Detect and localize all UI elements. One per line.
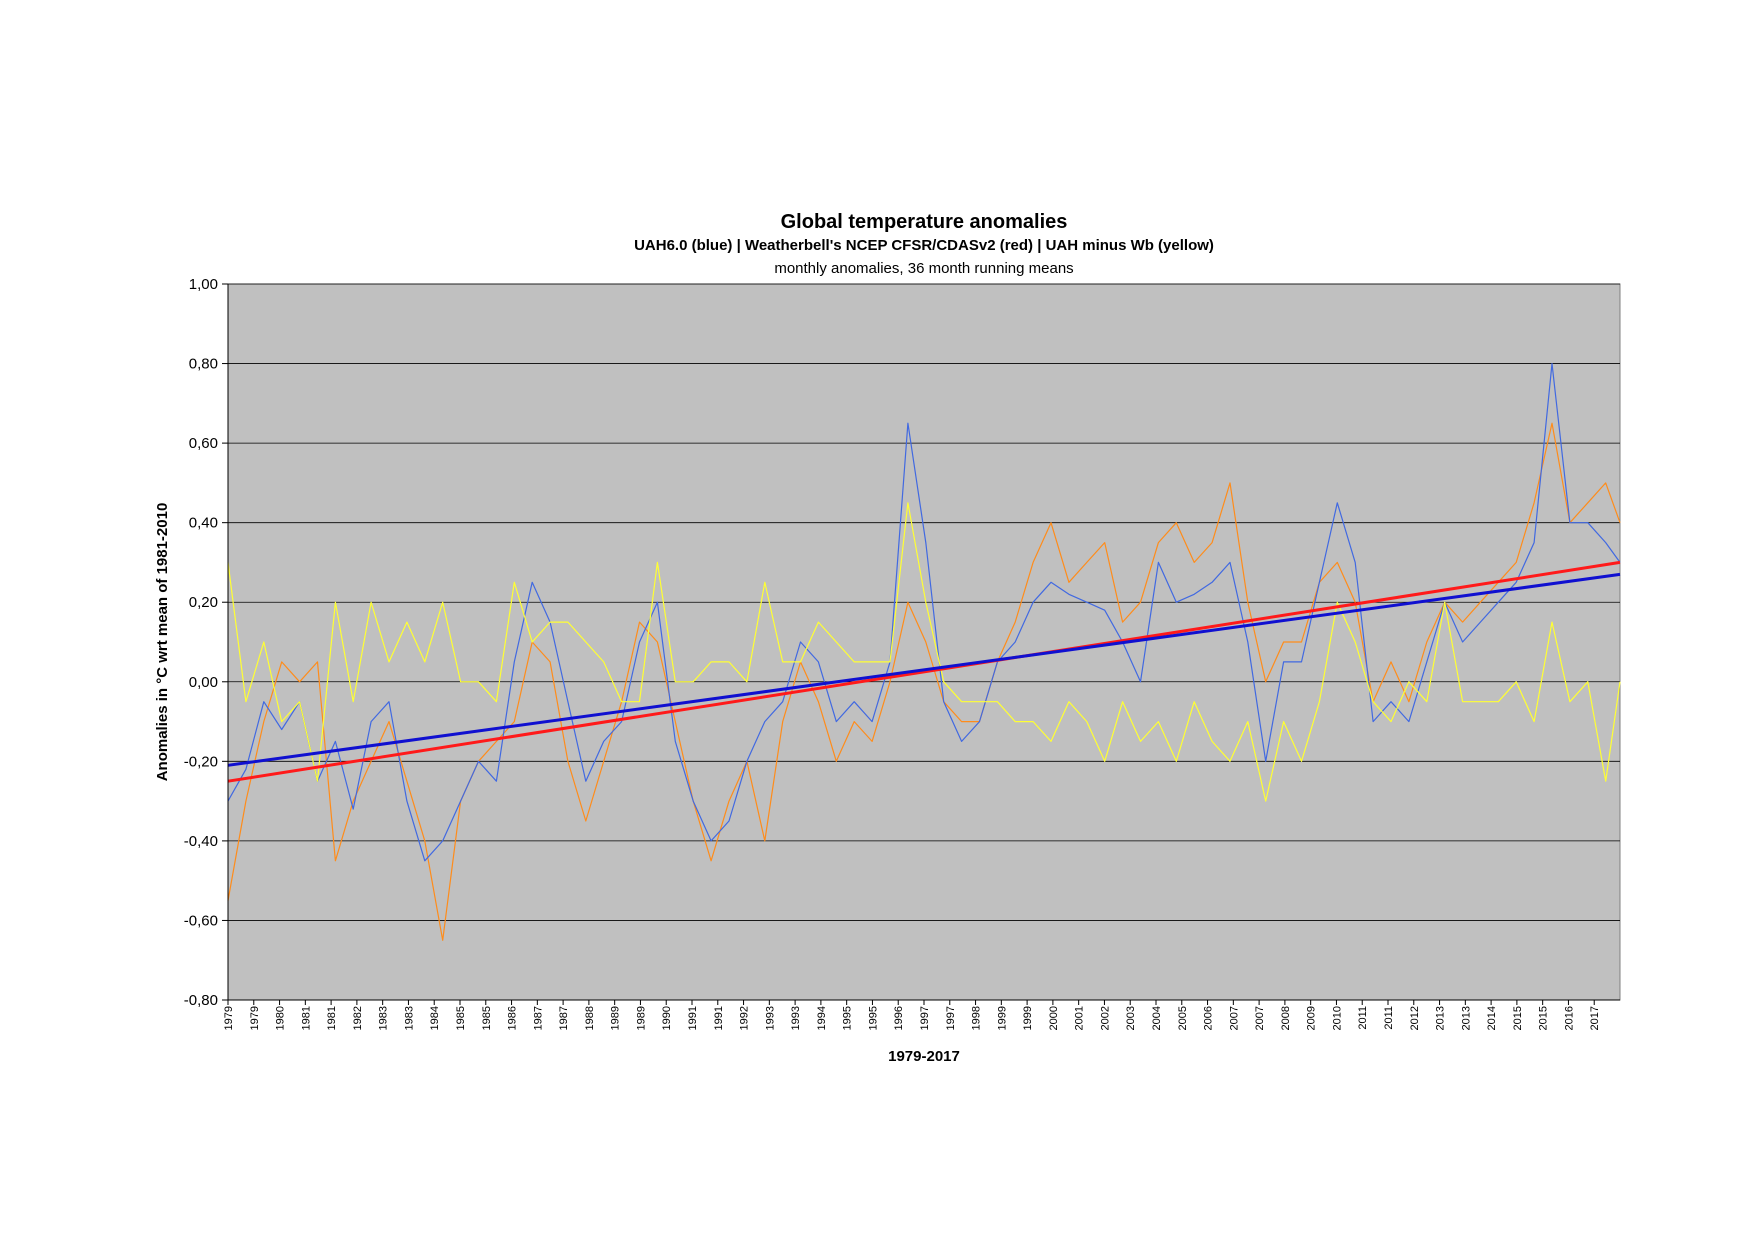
x-tick-label: 2015 (1538, 1006, 1550, 1030)
x-tick-label: 1982 (352, 1006, 364, 1030)
x-tick-label: 1979 (249, 1006, 261, 1030)
y-tick-label: 0,60 (189, 435, 218, 452)
x-tick-label: 2014 (1486, 1006, 1498, 1030)
x-axis-ticks: 1979 1979 1980 1981 1981 1982 1983 1983 1984 1985… (223, 1000, 1601, 1030)
x-tick-label: 1995 (867, 1006, 879, 1030)
grid-lines (228, 283, 1620, 1001)
chart-subtitle-2: monthly anomalies, 36 month running mean… (774, 260, 1073, 277)
x-tick-label: 2003 (1125, 1006, 1137, 1030)
x-tick-label: 1981 (300, 1006, 312, 1030)
x-tick-label: 1981 (326, 1006, 338, 1030)
x-tick-label: 1997 (919, 1006, 931, 1030)
x-tick-label: 2013 (1435, 1006, 1447, 1030)
y-tick-label: 1,00 (189, 276, 218, 293)
x-tick-label: 2011 (1383, 1006, 1395, 1030)
x-tick-label: 2005 (1177, 1006, 1189, 1030)
x-tick-label: 1992 (739, 1006, 751, 1030)
x-tick-label: 2001 (1074, 1006, 1086, 1030)
x-tick-label: 2016 (1563, 1006, 1575, 1030)
x-tick-label: 1983 (378, 1006, 390, 1030)
x-tick-label: 2015 (1512, 1006, 1524, 1030)
x-tick-label: 1995 (842, 1006, 854, 1030)
series-line-0 (227, 363, 1621, 862)
y-tick-label: 0,20 (189, 594, 218, 611)
x-tick-label: 2009 (1306, 1006, 1318, 1030)
chart-title: Global temperature anomalies (781, 211, 1068, 233)
x-tick-label: 1989 (635, 1006, 647, 1030)
x-tick-label: 2006 (1203, 1006, 1215, 1030)
x-tick-label: 1991 (713, 1006, 725, 1030)
x-tick-label: 1979 (223, 1006, 235, 1030)
y-tick-label: -0,40 (184, 833, 218, 850)
x-tick-label: 1983 (403, 1006, 415, 1030)
x-tick-label: 2007 (1228, 1006, 1240, 1030)
x-tick-label: 1994 (816, 1006, 828, 1030)
x-tick-label: 1998 (971, 1006, 983, 1030)
x-tick-label: 2007 (1254, 1006, 1266, 1030)
y-tick-label: 0,80 (189, 356, 218, 373)
y-axis-ticks: -0,80 -0,60 -0,40 -0,20 0,00 0,20 0,40 0,60 0,80… (184, 276, 228, 1009)
x-tick-label: 2002 (1099, 1006, 1111, 1030)
x-tick-label: 1999 (996, 1006, 1008, 1030)
x-tick-label: 1990 (661, 1006, 673, 1030)
x-axis-label: 1979-2017 (888, 1048, 960, 1065)
x-tick-label: 1984 (429, 1006, 441, 1030)
series-line-4 (227, 560, 1621, 783)
y-tick-label: 0,40 (189, 515, 218, 532)
x-tick-label: 2017 (1589, 1006, 1601, 1030)
x-tick-label: 1993 (790, 1006, 802, 1030)
y-tick-label: 0,00 (189, 674, 218, 691)
chart-subtitle: UAH6.0 (blue) | Weatherbell's NCEP CFSR/… (634, 237, 1214, 254)
x-tick-label: 1988 (584, 1006, 596, 1030)
series-line-3 (227, 572, 1621, 767)
plot-area (227, 283, 1621, 1001)
x-tick-label: 1987 (558, 1006, 570, 1030)
x-tick-label: 2012 (1409, 1006, 1421, 1030)
x-tick-label: 2011 (1357, 1006, 1369, 1030)
x-tick-label: 2010 (1331, 1006, 1343, 1030)
y-axis-label: Anomalies in °C wrt mean of 1981-2010 (154, 503, 171, 782)
x-tick-label: 2013 (1460, 1006, 1472, 1030)
x-tick-label: 1996 (893, 1006, 905, 1030)
x-tick-label: 1986 (507, 1006, 519, 1030)
x-tick-label: 2008 (1280, 1006, 1292, 1030)
x-tick-label: 2000 (1048, 1006, 1060, 1030)
x-tick-label: 1999 (1022, 1006, 1034, 1030)
y-tick-label: -0,80 (184, 992, 218, 1009)
x-tick-label: 1997 (945, 1006, 957, 1030)
y-tick-label: -0,60 (184, 912, 218, 929)
series-layer (227, 363, 1621, 941)
x-tick-label: 1991 (687, 1006, 699, 1030)
x-tick-label: 1993 (764, 1006, 776, 1030)
x-tick-label: 1987 (532, 1006, 544, 1030)
x-tick-label: 2004 (1151, 1006, 1163, 1030)
x-tick-label: 1980 (275, 1006, 287, 1030)
x-tick-label: 1985 (481, 1006, 493, 1030)
y-tick-label: -0,20 (184, 753, 218, 770)
x-tick-label: 1989 (610, 1006, 622, 1030)
series-line-2 (227, 502, 1621, 802)
x-tick-label: 1985 (455, 1006, 467, 1030)
